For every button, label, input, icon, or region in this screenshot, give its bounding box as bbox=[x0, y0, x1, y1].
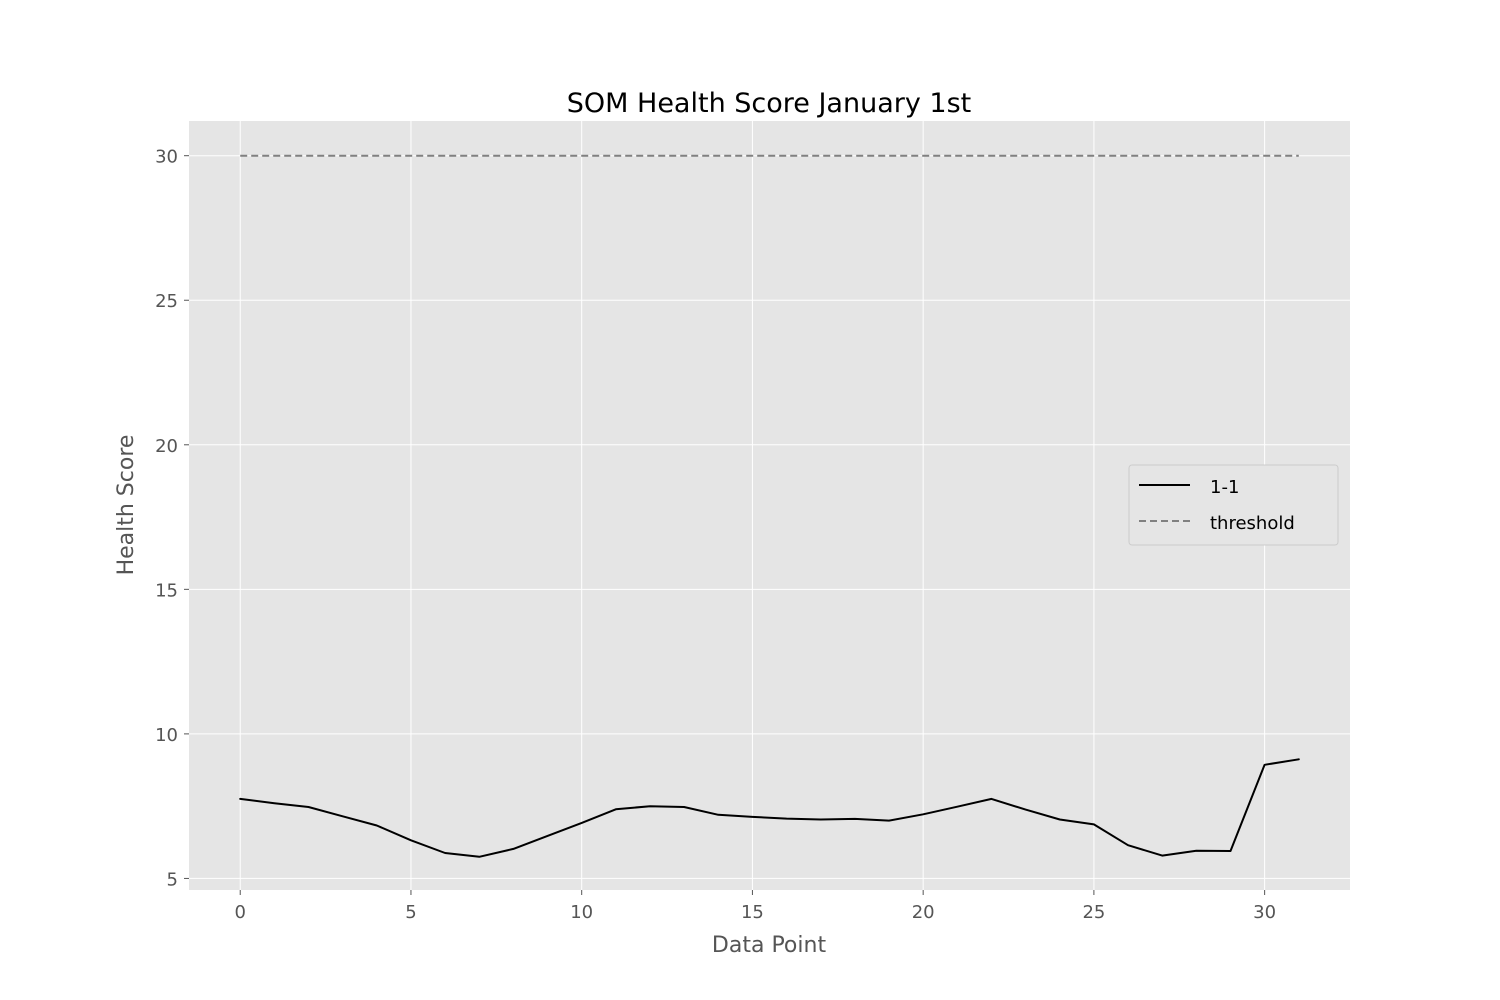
legend-label-1-1: 1-1 bbox=[1210, 477, 1239, 498]
y-tick-label: 5 bbox=[167, 869, 178, 890]
x-tick-label: 15 bbox=[741, 902, 764, 923]
x-tick-label: 30 bbox=[1253, 902, 1276, 923]
x-tick-label: 0 bbox=[234, 902, 245, 923]
x-axis-ticks: 0 5 10 15 20 25 30 bbox=[234, 890, 1276, 923]
y-axis-label: Health Score bbox=[114, 435, 139, 576]
legend-label-threshold: threshold bbox=[1210, 513, 1295, 534]
chart-title: SOM Health Score January 1st bbox=[567, 88, 972, 119]
legend: 1-1 threshold bbox=[1128, 464, 1339, 546]
series-line-1-1 bbox=[239, 758, 1300, 858]
y-tick-label: 15 bbox=[155, 580, 178, 601]
grid bbox=[189, 121, 1350, 890]
y-axis-ticks: 5 10 15 20 25 30 bbox=[155, 147, 189, 890]
series-layer bbox=[239, 154, 1300, 858]
x-tick-label: 5 bbox=[405, 902, 416, 923]
x-tick-label: 25 bbox=[1082, 902, 1105, 923]
x-tick-label: 10 bbox=[570, 902, 593, 923]
y-tick-label: 30 bbox=[155, 147, 178, 168]
y-tick-label: 25 bbox=[155, 291, 178, 312]
y-tick-label: 20 bbox=[155, 436, 178, 457]
x-axis-label: Data Point bbox=[712, 933, 827, 958]
x-tick-label: 20 bbox=[912, 902, 935, 923]
y-tick-label: 10 bbox=[155, 725, 178, 746]
